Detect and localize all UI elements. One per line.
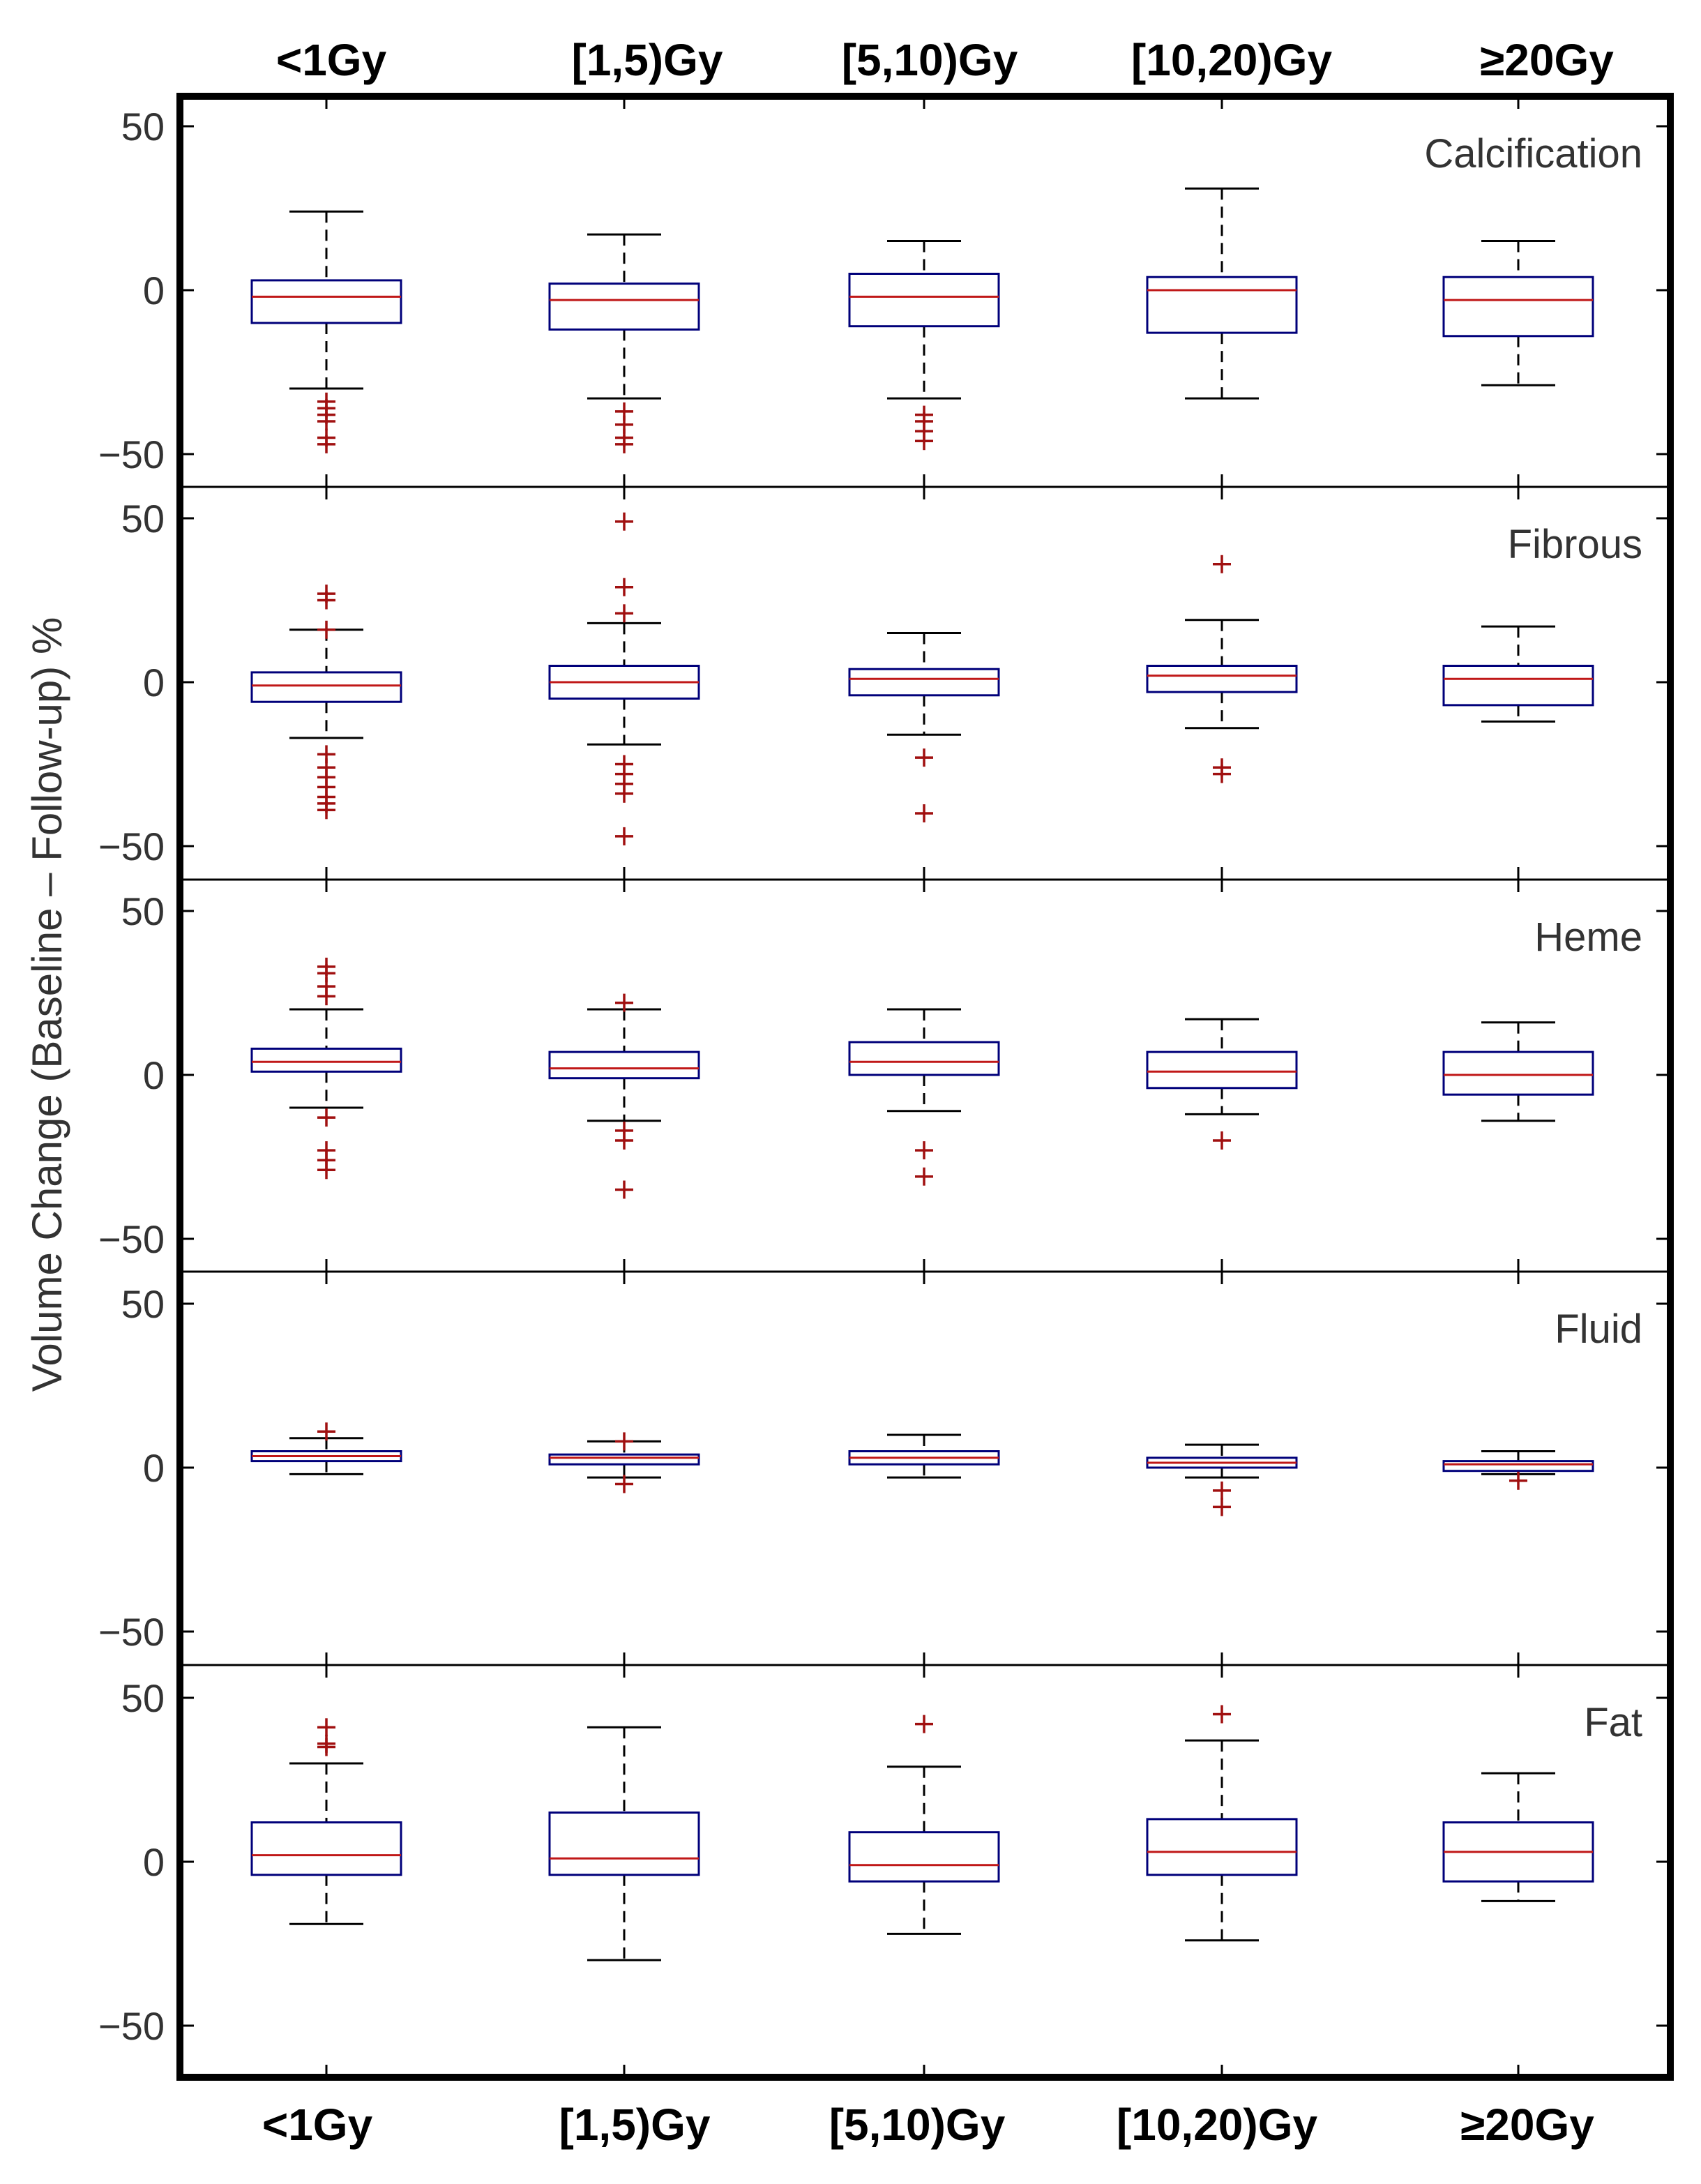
- outlier-marker: [1213, 1498, 1231, 1516]
- y-tick-label: 0: [143, 1840, 165, 1884]
- outlier-marker: [317, 1108, 335, 1127]
- box-iqr: [848, 668, 1000, 697]
- outlier-marker: [317, 1422, 335, 1441]
- y-tick-label: −50: [98, 824, 165, 868]
- panel: Heme −50 0 50: [98, 880, 1670, 1272]
- box-iqr: [250, 1047, 402, 1073]
- outlier-marker: [1213, 1481, 1231, 1500]
- panel-title: Fibrous: [1508, 522, 1642, 567]
- panel-title: Calcification: [1424, 131, 1642, 176]
- outlier-marker: [317, 620, 335, 639]
- outlier-marker: [317, 1161, 335, 1180]
- y-tick-label: 50: [121, 1676, 165, 1720]
- box-iqr: [848, 273, 1000, 328]
- y-tick-label: 50: [121, 105, 165, 149]
- outlier-marker: [915, 804, 933, 822]
- outlier-marker: [615, 435, 633, 453]
- y-tick-label: 0: [143, 1053, 165, 1097]
- outlier-marker: [615, 784, 633, 803]
- outlier-marker: [915, 1141, 933, 1160]
- outlier-marker: [615, 512, 633, 531]
- panel: Fluid −50 0 50: [98, 1272, 1670, 1665]
- top-category-label: [10,20)Gy: [1131, 35, 1333, 85]
- outlier-marker: [615, 1432, 633, 1451]
- y-tick-label: 0: [143, 661, 165, 705]
- outlier-marker: [615, 578, 633, 596]
- outlier-marker: [317, 435, 335, 453]
- box-iqr: [250, 1821, 402, 1876]
- y-tick-label: 50: [121, 1282, 165, 1326]
- top-category-label: ≥20Gy: [1480, 35, 1614, 85]
- box-iqr: [1146, 1818, 1298, 1876]
- outlier-marker: [615, 1131, 633, 1150]
- outlier-marker: [915, 748, 933, 767]
- y-tick-label: 50: [121, 497, 165, 541]
- outlier-marker: [615, 1475, 633, 1493]
- panel: Calcification −50 0 50: [98, 96, 1670, 487]
- top-category-label: [5,10)Gy: [842, 35, 1018, 85]
- y-tick-label: −50: [98, 1610, 165, 1654]
- panel-title: Fat: [1584, 1700, 1642, 1745]
- y-tick-label: 0: [143, 269, 165, 312]
- y-tick-label: 50: [121, 889, 165, 933]
- outlier-marker: [615, 604, 633, 623]
- bottom-category-label: [5,10)Gy: [829, 2100, 1006, 2150]
- box-iqr: [1146, 276, 1298, 334]
- box-iqr: [250, 279, 402, 324]
- outlier-marker: [615, 1180, 633, 1199]
- outlier-marker: [1213, 765, 1231, 783]
- panel-title: Heme: [1534, 914, 1642, 960]
- outlier-marker: [915, 1167, 933, 1186]
- box-iqr: [1442, 1460, 1594, 1473]
- y-tick-label: −50: [98, 432, 165, 476]
- y-tick-label: −50: [98, 2004, 165, 2048]
- outlier-marker: [317, 801, 335, 820]
- panel-title: Fluid: [1555, 1306, 1642, 1352]
- top-category-label: [1,5)Gy: [572, 35, 723, 85]
- outlier-marker: [317, 585, 335, 603]
- outlier-marker: [915, 1715, 933, 1733]
- outlier-marker: [317, 1734, 335, 1753]
- box-iqr: [1146, 665, 1298, 693]
- bottom-category-label: ≥20Gy: [1460, 2100, 1594, 2150]
- y-axis-label: Volume Change (Baseline – Follow-up) %: [24, 617, 70, 1392]
- bottom-category-labels: <1Gy [1,5)Gy [5,10)Gy [10,20)Gy ≥20Gy: [262, 2100, 1594, 2150]
- outlier-marker: [317, 1718, 335, 1737]
- outlier-marker: [1213, 1131, 1231, 1150]
- box-iqr: [1442, 276, 1594, 338]
- outlier-marker: [615, 993, 633, 1012]
- panels: Calcification −50 0 50 Fibrous −50 0 50 Heme −50 0…: [98, 96, 1670, 2077]
- box-iqr: [548, 283, 700, 331]
- box-iqr: [848, 1831, 1000, 1883]
- outlier-marker: [615, 827, 633, 845]
- bottom-category-label: [1,5)Gy: [559, 2100, 711, 2150]
- y-tick-label: −50: [98, 1217, 165, 1261]
- box-iqr: [1146, 1050, 1298, 1090]
- outlier-marker: [317, 412, 335, 430]
- y-tick-label: 0: [143, 1446, 165, 1490]
- box-iqr: [548, 1453, 700, 1466]
- bottom-category-label: <1Gy: [262, 2100, 373, 2150]
- box-iqr: [548, 1812, 700, 1876]
- outlier-marker: [1213, 1705, 1231, 1724]
- box-iqr: [848, 1041, 1000, 1076]
- outlier-marker: [915, 432, 933, 451]
- panel: Fibrous −50 0 50: [98, 487, 1670, 880]
- bottom-category-label: [10,20)Gy: [1117, 2100, 1318, 2150]
- top-category-label: <1Gy: [276, 35, 387, 85]
- figure-frame: [176, 93, 1674, 2081]
- panel: Fat −50 0 50: [98, 1665, 1670, 2077]
- box-iqr: [1442, 665, 1594, 707]
- box-iqr: [250, 671, 402, 703]
- top-category-labels: <1Gy [1,5)Gy [5,10)Gy [10,20)Gy ≥20Gy: [276, 35, 1614, 85]
- outlier-marker: [317, 957, 335, 976]
- outlier-marker: [1509, 1471, 1527, 1490]
- box-iqr: [548, 1050, 700, 1080]
- box-iqr: [1442, 1050, 1594, 1096]
- outlier-marker: [1213, 555, 1231, 573]
